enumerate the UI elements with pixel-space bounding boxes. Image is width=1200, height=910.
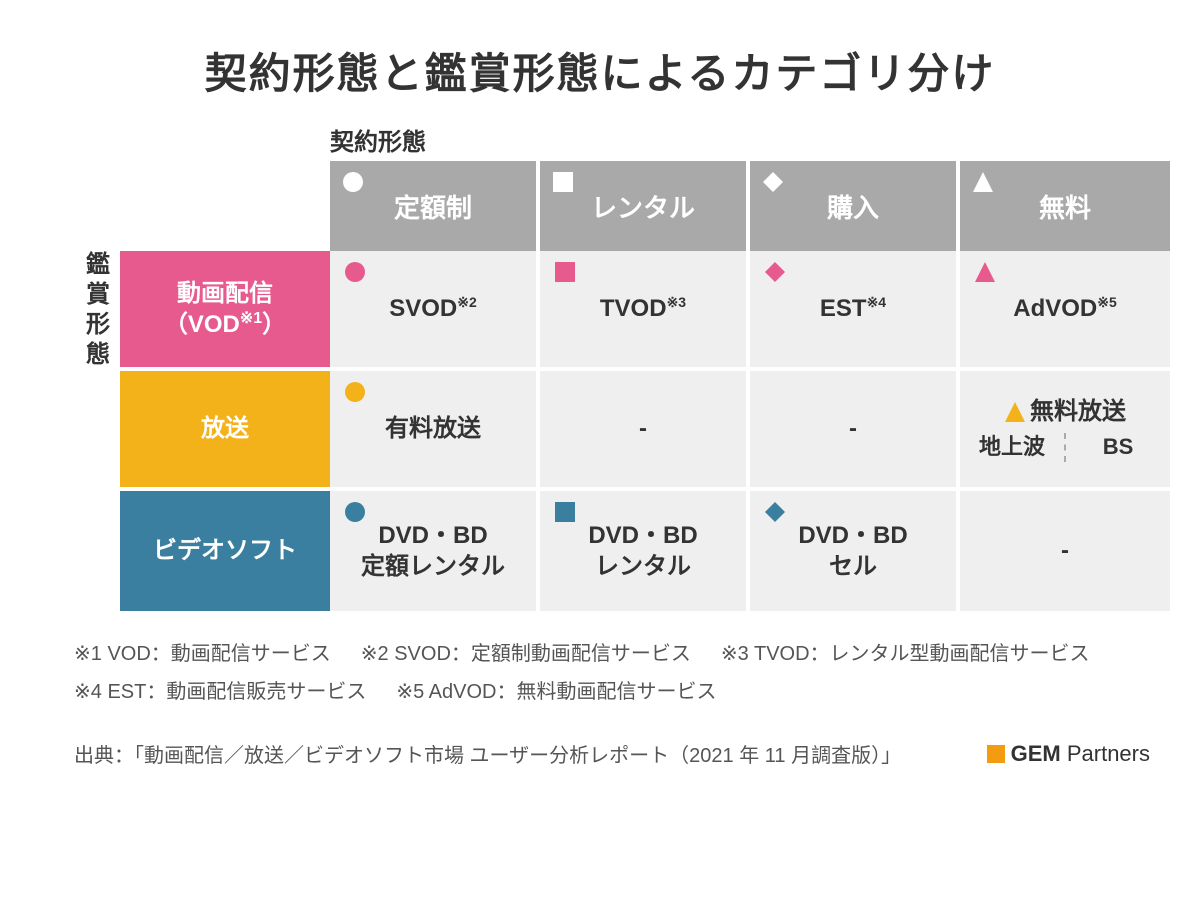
cell-text: DVD・BD定額レンタル — [361, 520, 505, 582]
data-cell: DVD・BD定額レンタル — [330, 491, 540, 611]
circle-icon — [344, 261, 366, 283]
cell-text: - — [1061, 535, 1069, 566]
column-header-label: 無料 — [1039, 188, 1091, 225]
cell-text: EST※4 — [820, 293, 886, 324]
diamond-icon — [764, 261, 786, 283]
footnote-item: ※4 EST：動画配信販売サービス — [74, 673, 366, 711]
data-cell: 無料放送 地上波BS — [960, 371, 1170, 491]
footnote-item: ※5 AdVOD：無料動画配信サービス — [396, 673, 716, 711]
column-header: 定額制 — [330, 161, 540, 251]
footnote-item: ※3 TVOD：レンタル型動画配信サービス — [721, 635, 1090, 673]
data-cell: - — [540, 371, 750, 491]
column-header-label: 購入 — [827, 188, 879, 225]
column-header: 購入 — [750, 161, 960, 251]
gem-partners-logo: GEM Partners — [987, 741, 1150, 767]
data-cell: DVD・BDレンタル — [540, 491, 750, 611]
row-header-label: 放送 — [201, 413, 249, 444]
viewing-axis-label: 鑑賞形態 — [70, 251, 120, 611]
diamond-icon — [764, 501, 786, 523]
triangle-icon — [974, 261, 996, 283]
column-header-label: 定額制 — [394, 188, 472, 225]
column-header: 無料 — [960, 161, 1170, 251]
cell-text: SVOD※2 — [389, 293, 477, 324]
cell-text: - — [849, 413, 857, 444]
square-icon — [554, 261, 576, 283]
cell-text: - — [639, 413, 647, 444]
circle-icon — [342, 171, 364, 193]
row-header: ビデオソフト — [120, 491, 330, 611]
circle-icon — [344, 381, 366, 403]
square-icon — [554, 501, 576, 523]
cell-text: DVD・BDセル — [798, 520, 907, 582]
data-cell: AdVOD※5 — [960, 251, 1170, 371]
triangle-icon — [1004, 401, 1026, 423]
column-header-label: レンタル — [591, 188, 695, 225]
data-cell: - — [750, 371, 960, 491]
category-table: 契約形態 鑑賞形態 定額制レンタル購入無料動画配信（VOD※1）SVOD※2TV… — [70, 131, 1150, 611]
cell-subtext: BS — [1066, 433, 1170, 462]
data-cell: 有料放送 — [330, 371, 540, 491]
data-cell: SVOD※2 — [330, 251, 540, 371]
cell-text: 有料放送 — [385, 413, 481, 444]
row-header-label: ビデオソフト — [153, 535, 297, 566]
logo-square-icon — [987, 745, 1005, 763]
footnote-row: ※1 VOD：動画配信サービス ※2 SVOD：定額制動画配信サービス ※3 TVO… — [74, 635, 1150, 673]
footnote-item: ※1 VOD：動画配信サービス — [74, 635, 331, 673]
cell-text: AdVOD※5 — [1013, 293, 1117, 324]
row-header-label: 動画配信（VOD※1） — [164, 278, 286, 340]
square-icon — [552, 171, 574, 193]
contract-axis-label: 契約形態 — [330, 122, 540, 161]
row-header: 動画配信（VOD※1） — [120, 251, 330, 371]
data-cell: DVD・BDセル — [750, 491, 960, 611]
circle-icon — [344, 501, 366, 523]
footnote-row: ※4 EST：動画配信販売サービス ※5 AdVOD：無料動画配信サービス — [74, 673, 1150, 711]
data-cell: EST※4 — [750, 251, 960, 371]
page-title: 契約形態と鑑賞形態によるカテゴリ分け — [50, 40, 1150, 101]
cell-text: TVOD※3 — [600, 293, 686, 324]
footnote-item: ※2 SVOD：定額制動画配信サービス — [361, 635, 691, 673]
source-line: 出典：「動画配信／放送／ビデオソフト市場 ユーザー分析レポート（2021 年 1… — [74, 739, 1150, 768]
footnotes: ※1 VOD：動画配信サービス ※2 SVOD：定額制動画配信サービス ※3 TVO… — [74, 635, 1150, 711]
triangle-icon — [972, 171, 994, 193]
column-header: レンタル — [540, 161, 750, 251]
diamond-icon — [762, 171, 784, 193]
row-header: 放送 — [120, 371, 330, 491]
cell-text: DVD・BDレンタル — [588, 520, 697, 582]
source-text: 出典：「動画配信／放送／ビデオソフト市場 ユーザー分析レポート（2021 年 1… — [74, 739, 901, 768]
cell-text: 無料放送 — [1030, 396, 1126, 427]
cell-subtext: 地上波 — [960, 433, 1066, 462]
data-cell: - — [960, 491, 1170, 611]
data-cell: TVOD※3 — [540, 251, 750, 371]
